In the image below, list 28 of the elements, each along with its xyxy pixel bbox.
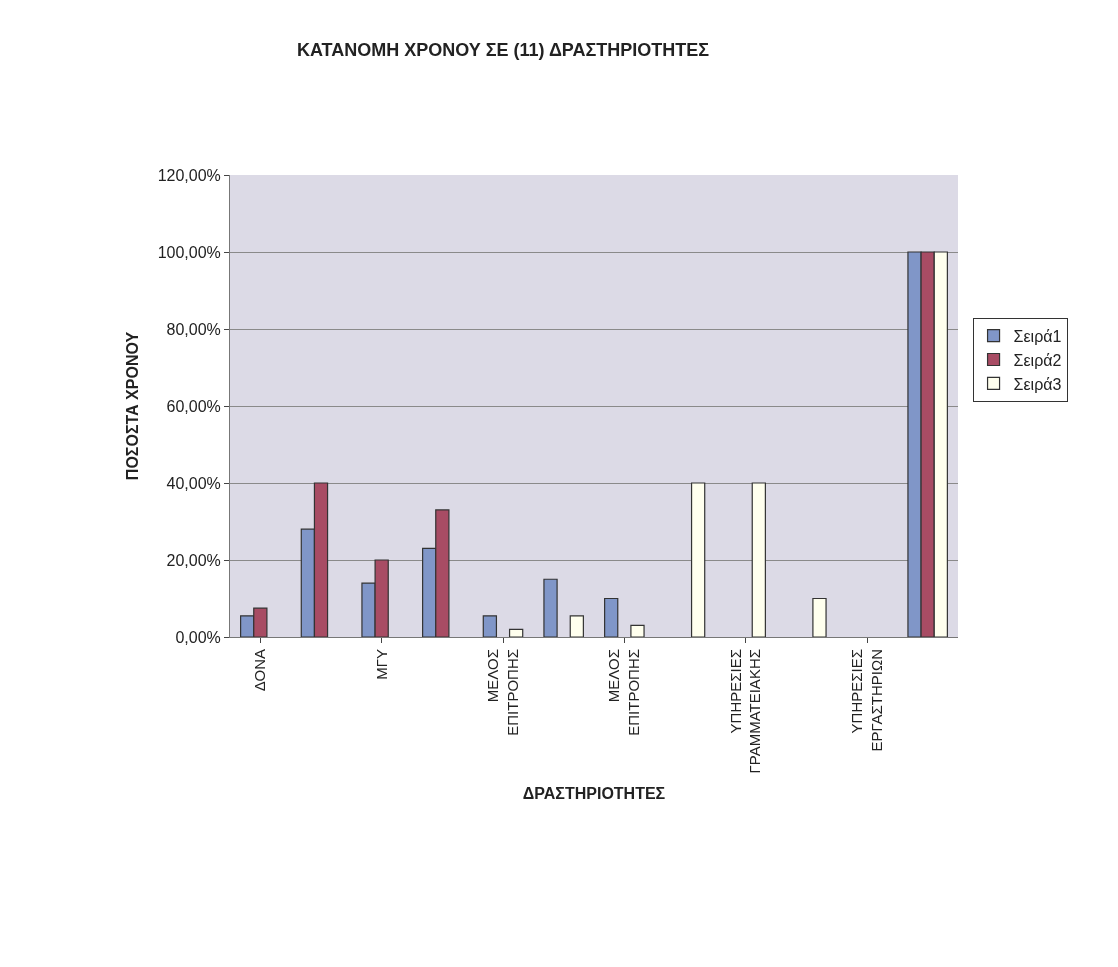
legend-label: Σειρά3 [1013,375,1062,393]
x-axis-title: ΔΡΑΣΤΗΡΙΟΤΗΤΕΣ [522,785,666,803]
y-tick-label: 40,00% [166,474,221,492]
y-tick-label: 100,00% [157,243,221,261]
y-tick-label: 0,00% [175,628,221,646]
y-tick-label: 60,00% [166,397,221,415]
legend-label: Σειρά2 [1013,351,1062,369]
x-tick-label: ΜΕΛΟΣ ΕΠΙΤΡΟΠΗΣ [605,649,642,736]
bar [482,615,498,637]
y-tick-label: 80,00% [166,320,221,338]
y-tick-label: 120,00% [157,166,221,184]
chart-title: ΚΑΤΑΝΟΜΗ ΧΡΟΝΟΥ ΣΕ (11) ΔΡΑΣΤΗΡΙΟΤΗΤΕΣ [297,40,710,61]
x-tick-label: ΥΠΗΡΕΣΙΕΣ ΓΡΑΜΜΑΤΕΙΑΚΗΣ [726,649,764,774]
x-tick-label: ΥΠΗΡΕΣΙΕΣ ΕΡΓΑΣΤΗΡΙΩΝ [848,649,885,752]
bar [812,597,827,637]
bar [569,615,584,637]
bar [508,628,524,637]
bar [751,482,766,637]
x-tick-label: ΔΟΝΑ [251,649,269,692]
x-tick-label: ΜΕΛΟΣ ΕΠΙΤΡΟΠΗΣ [484,649,521,736]
bar [630,624,645,637]
bar [543,578,558,637]
bar [690,482,706,637]
bar [604,597,619,637]
y-tick-label: 20,00% [166,551,221,569]
x-tick-label: ΜΓΥ [372,649,390,680]
y-axis-title: ΠΟΣΟΣΤΑ ΧΡΟΝΟΥ [123,331,141,481]
legend-label: Σειρά1 [1013,327,1062,345]
